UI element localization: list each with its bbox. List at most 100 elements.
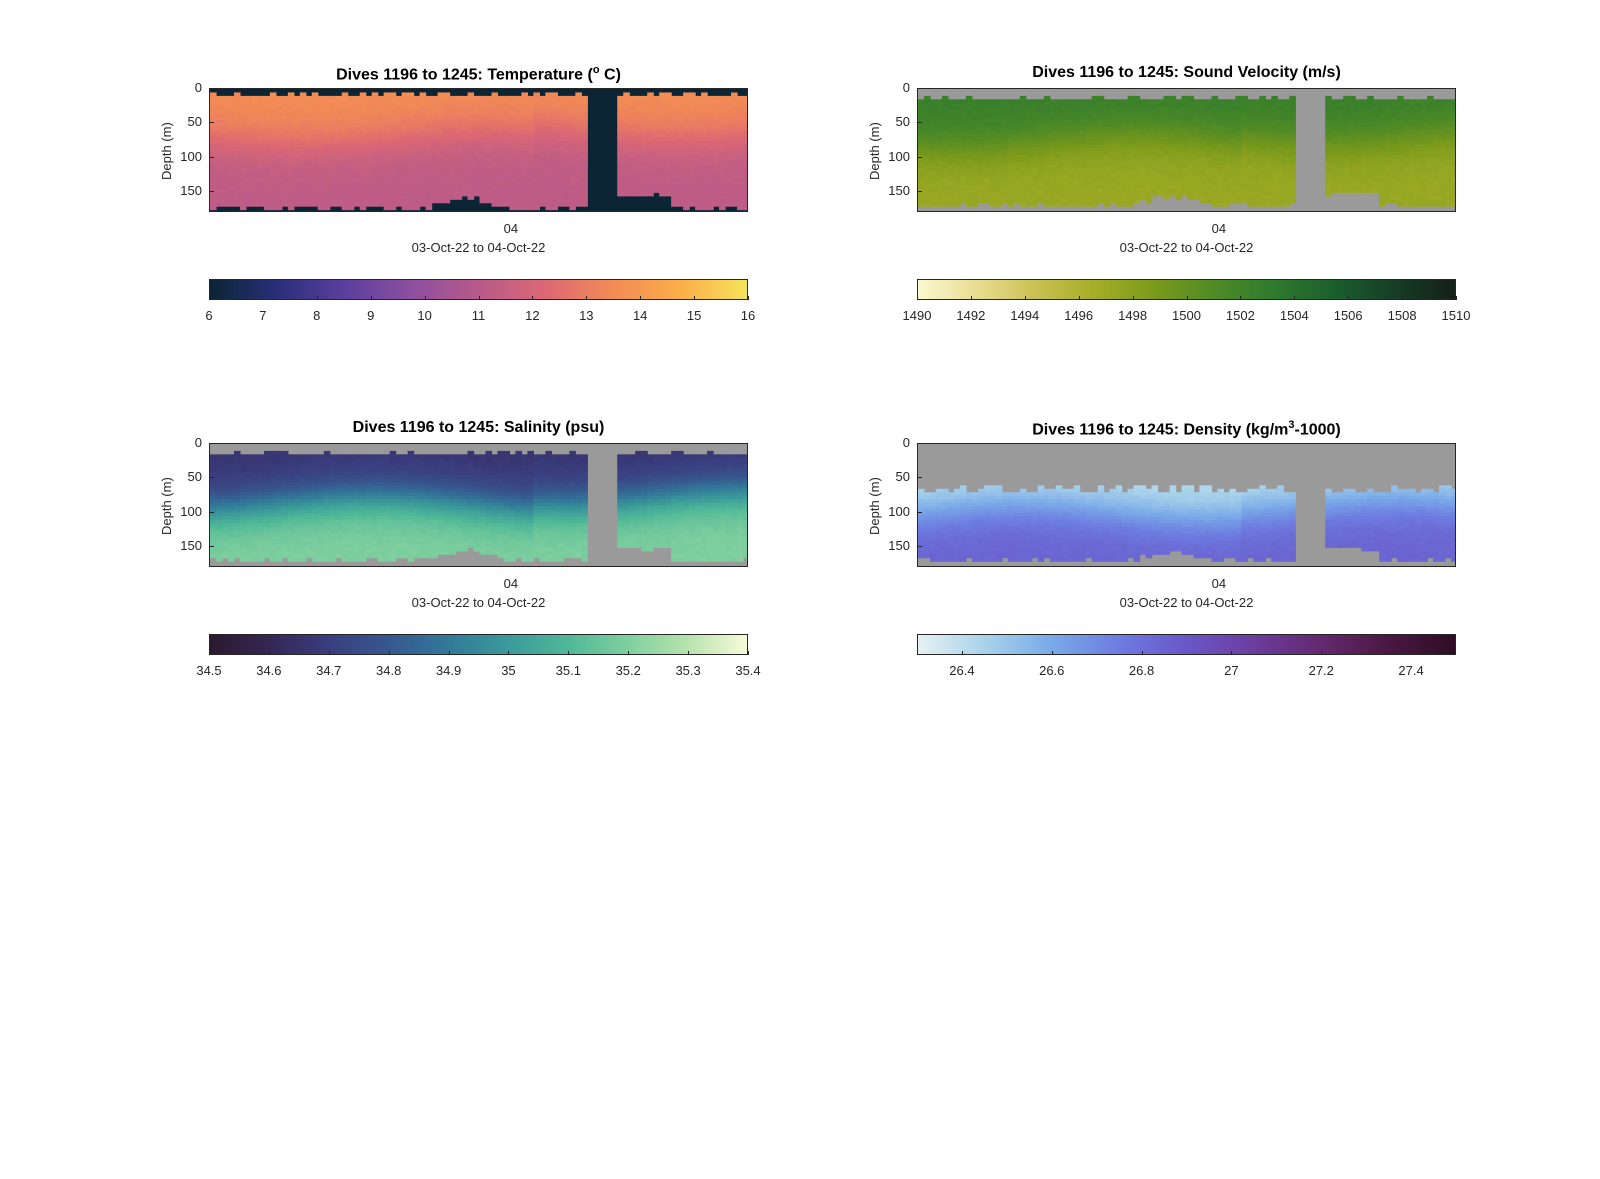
heatmap-cell bbox=[485, 116, 493, 121]
heatmap-cell bbox=[1205, 116, 1213, 121]
heatmap-cell bbox=[1355, 182, 1362, 187]
heatmap-cell bbox=[215, 120, 223, 125]
heatmap-cell bbox=[299, 130, 307, 135]
heatmap-cell bbox=[210, 185, 217, 190]
heatmap-cell bbox=[918, 120, 925, 125]
heatmap-cell bbox=[533, 185, 540, 190]
heatmap-cell bbox=[1271, 171, 1278, 176]
heatmap-cell bbox=[1247, 182, 1254, 187]
heatmap-cell bbox=[1223, 192, 1231, 197]
heatmap-cell bbox=[389, 157, 397, 162]
heatmap-cell bbox=[1097, 102, 1105, 107]
heatmap-cell bbox=[617, 185, 624, 190]
heatmap-cell bbox=[743, 133, 747, 138]
heatmap-cell bbox=[317, 164, 325, 169]
heatmap-cell bbox=[1001, 164, 1009, 169]
heatmap-cell bbox=[431, 144, 439, 149]
heatmap-cell bbox=[1025, 185, 1033, 190]
heatmap-cell bbox=[545, 123, 552, 128]
heatmap-cell bbox=[647, 113, 654, 118]
heatmap-cell bbox=[581, 195, 588, 200]
heatmap-cell bbox=[918, 106, 925, 111]
heatmap-cell bbox=[989, 188, 997, 193]
heatmap-cell bbox=[443, 168, 451, 173]
heatmap-cell bbox=[941, 178, 949, 183]
heatmap-cell bbox=[731, 154, 738, 159]
heatmap-cell bbox=[485, 185, 493, 190]
heatmap-cell bbox=[371, 99, 379, 104]
heatmap-cell bbox=[1097, 116, 1105, 121]
heatmap-cell bbox=[1277, 182, 1284, 187]
heatmap-cell bbox=[1091, 133, 1099, 138]
heatmap-cell bbox=[953, 140, 961, 145]
heatmap-cell bbox=[1247, 151, 1254, 156]
heatmap-cell bbox=[1019, 95, 1027, 100]
heatmap-cell bbox=[1271, 182, 1278, 187]
heatmap-cell bbox=[281, 116, 289, 121]
heatmap-cell bbox=[971, 140, 979, 145]
heatmap-cell bbox=[317, 130, 325, 135]
heatmap-cell bbox=[479, 116, 487, 121]
heatmap-cell bbox=[719, 206, 726, 211]
heatmap-cell bbox=[1277, 178, 1284, 183]
heatmap-cell bbox=[413, 178, 421, 183]
heatmap-cell bbox=[1049, 151, 1057, 156]
heatmap-cell bbox=[989, 113, 997, 118]
heatmap-cell bbox=[731, 178, 738, 183]
heatmap-cell bbox=[683, 116, 690, 121]
heatmap-cell bbox=[1145, 175, 1153, 180]
heatmap-cell bbox=[1007, 126, 1015, 131]
heatmap-cell bbox=[1181, 144, 1189, 149]
heatmap-cell bbox=[461, 109, 469, 114]
heatmap-cell bbox=[383, 123, 391, 128]
heatmap-cell bbox=[1091, 164, 1099, 169]
heatmap-cell bbox=[719, 102, 726, 107]
heatmap-cell bbox=[695, 144, 702, 149]
heatmap-cell bbox=[407, 178, 415, 183]
heatmap-cell bbox=[929, 102, 937, 107]
heatmap-cell bbox=[437, 120, 445, 125]
heatmap-cell bbox=[1181, 109, 1189, 114]
heatmap-cell bbox=[1001, 182, 1009, 187]
heatmap-cell bbox=[1211, 185, 1219, 190]
heatmap-cell bbox=[1013, 140, 1021, 145]
heatmap-cell bbox=[335, 106, 343, 111]
heatmap-cell bbox=[1337, 106, 1344, 111]
heatmap-cell bbox=[215, 171, 223, 176]
heatmap-cell bbox=[1193, 185, 1201, 190]
heatmap-cell bbox=[1133, 171, 1141, 176]
heatmap-cell bbox=[947, 144, 955, 149]
heatmap-cell bbox=[1211, 178, 1219, 183]
heatmap-cell bbox=[239, 99, 247, 104]
heatmap-cell bbox=[449, 188, 457, 193]
heatmap-cell bbox=[1145, 140, 1153, 145]
heatmap-cell bbox=[569, 206, 576, 211]
heatmap-cell bbox=[683, 195, 690, 200]
heatmap-cell bbox=[287, 161, 295, 166]
heatmap-cell bbox=[1235, 123, 1242, 128]
heatmap-cell bbox=[515, 109, 523, 114]
heatmap-cell bbox=[689, 126, 696, 131]
heatmap-cell bbox=[581, 168, 588, 173]
heatmap-cell bbox=[539, 120, 546, 125]
heatmap-cell bbox=[210, 195, 217, 200]
heatmap-cell bbox=[1355, 168, 1362, 173]
heatmap-cell bbox=[1247, 175, 1254, 180]
heatmap-cell bbox=[1169, 154, 1177, 159]
heatmap-cell bbox=[557, 154, 564, 159]
heatmap-cell bbox=[743, 185, 747, 190]
heatmap-cell bbox=[1031, 116, 1039, 121]
heatmap-cell bbox=[971, 106, 979, 111]
heatmap-cell bbox=[1139, 109, 1147, 114]
heatmap-cell bbox=[1139, 178, 1147, 183]
heatmap-cell bbox=[707, 102, 714, 107]
heatmap-cell bbox=[659, 182, 666, 187]
heatmap-cell bbox=[617, 116, 624, 121]
heatmap-cell bbox=[1073, 182, 1081, 187]
heatmap-cell bbox=[215, 140, 223, 145]
heatmap-cell bbox=[1259, 157, 1266, 162]
heatmap-cell bbox=[1091, 185, 1099, 190]
heatmap-cell bbox=[629, 154, 636, 159]
heatmap-cell bbox=[329, 147, 337, 152]
heatmap-cell bbox=[257, 140, 265, 145]
